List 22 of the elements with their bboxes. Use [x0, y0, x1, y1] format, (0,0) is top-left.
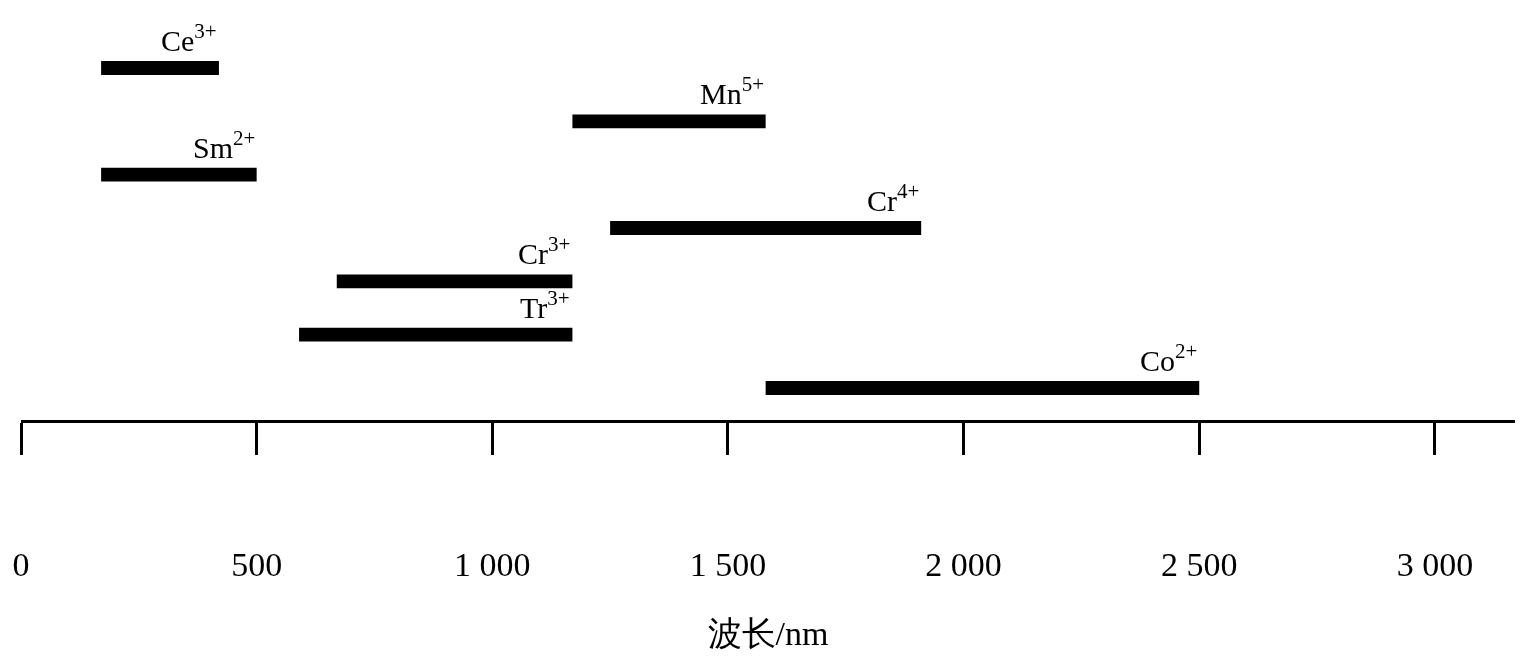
x-tick-label: 1 000 [454, 545, 531, 583]
bar [765, 381, 1200, 395]
annotation: Cr$^{3+}$ [518, 232, 571, 270]
x-tick-label: 2 000 [925, 545, 1002, 583]
x-tick-label: 0 [12, 545, 30, 583]
bar [610, 221, 922, 235]
x-tick-label: 2 500 [1160, 545, 1238, 583]
annotation: Sm$^{2+}$ [193, 126, 256, 164]
annotation: Cr$^{4+}$ [867, 179, 920, 217]
annotation: Mn$^{5+}$ [700, 72, 765, 110]
x-tick-label: 500 [231, 545, 283, 583]
x-tick-label: 1 500 [689, 545, 767, 583]
bar [336, 274, 573, 289]
x-axis-title: 波长/nm [707, 615, 829, 653]
bar [299, 327, 573, 342]
annotation: Tr$^{3+}$ [520, 286, 570, 324]
bar [101, 61, 219, 75]
annotation: Co$^{2+}$ [1140, 339, 1198, 377]
bar [101, 167, 257, 182]
annotation: Ce$^{3+}$ [161, 19, 217, 57]
bar [572, 114, 766, 129]
x-tick-label: 3 000 [1396, 545, 1474, 583]
